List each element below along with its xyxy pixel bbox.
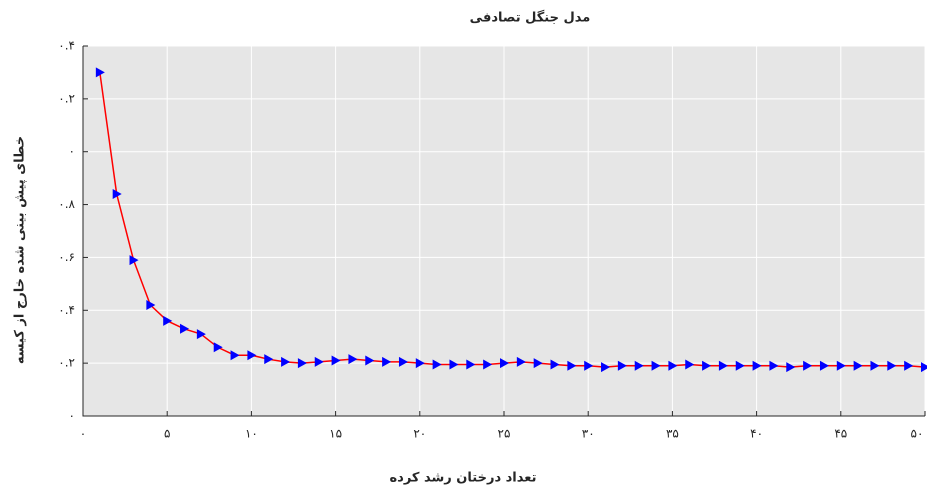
data-marker [196, 329, 206, 340]
data-marker [331, 355, 341, 366]
data-marker [297, 358, 307, 369]
data-marker [163, 315, 173, 326]
data-marker [264, 354, 274, 365]
y-tick-label: ۰ [69, 409, 75, 423]
data-marker [617, 360, 627, 371]
y-tick-label: ۰.۲ [58, 356, 75, 370]
data-marker [314, 356, 324, 367]
data-marker [516, 356, 526, 367]
data-marker [230, 350, 240, 361]
data-marker [449, 359, 459, 370]
data-marker [348, 354, 358, 365]
data-marker [398, 356, 408, 367]
data-marker [769, 360, 779, 371]
data-marker [415, 358, 425, 369]
data-marker [500, 358, 509, 369]
axis-box [82, 46, 925, 417]
y-tick-label: ۰.۸ [58, 197, 75, 211]
data-marker [651, 360, 661, 371]
data-marker [550, 359, 560, 370]
data-marker [685, 359, 695, 370]
data-marker [432, 359, 442, 370]
data-marker [819, 360, 829, 371]
data-marker [702, 360, 712, 371]
x-tick-label: ۱۰ [245, 427, 258, 441]
data-marker [466, 359, 476, 370]
data-marker [382, 356, 392, 367]
data-marker [735, 360, 745, 371]
data-marker [887, 360, 897, 371]
x-tick-label: ۳۵ [666, 427, 679, 441]
x-tick-label: ۵۰ [911, 427, 924, 441]
data-marker [870, 360, 880, 371]
y-axis-label: خطای پیش بینی شده خارج از کیسه [13, 136, 28, 364]
x-axis-label: تعداد درختان رشد کرده [389, 471, 536, 486]
data-marker [634, 360, 644, 371]
data-marker [803, 360, 813, 371]
data-marker [112, 189, 122, 199]
data-marker [904, 360, 914, 371]
data-marker [483, 359, 493, 370]
x-tick-label: ۴۰ [750, 427, 763, 441]
y-tick-label: ۰ [69, 144, 75, 158]
x-tick-label: ۱۵ [329, 427, 342, 441]
data-marker [584, 360, 594, 371]
y-tick-label: ۰.۴ [58, 39, 75, 53]
data-marker [247, 350, 257, 361]
data-marker [786, 362, 796, 373]
data-marker [365, 355, 375, 366]
y-tick-label: ۰.۲ [58, 91, 75, 105]
x-tick-label: ۵ [164, 427, 170, 441]
x-tick-label: ۲۰ [413, 427, 426, 441]
data-marker [601, 362, 611, 373]
data-marker [180, 323, 190, 334]
x-tick-label: ۰ [80, 427, 86, 441]
data-marker [668, 360, 678, 371]
data-marker [567, 360, 577, 371]
x-tick-label: ۴۵ [834, 427, 847, 441]
data-marker [921, 362, 927, 373]
data-marker [213, 342, 223, 353]
data-marker [836, 360, 846, 371]
data-marker [752, 360, 762, 371]
chart-title: مدل جنگل تصادفی [470, 10, 591, 26]
data-marker [718, 360, 728, 371]
y-tick-label: ۰.۶ [58, 250, 75, 264]
data-marker [281, 356, 291, 367]
x-tick-label: ۳۰ [582, 427, 595, 441]
data-marker [129, 255, 139, 266]
data-marker [533, 358, 543, 369]
data-marker [95, 67, 105, 78]
data-marker [853, 360, 863, 371]
data-marker [146, 300, 156, 310]
x-tick-label: ۲۵ [498, 427, 511, 441]
y-tick-label: ۰.۴ [58, 303, 75, 317]
